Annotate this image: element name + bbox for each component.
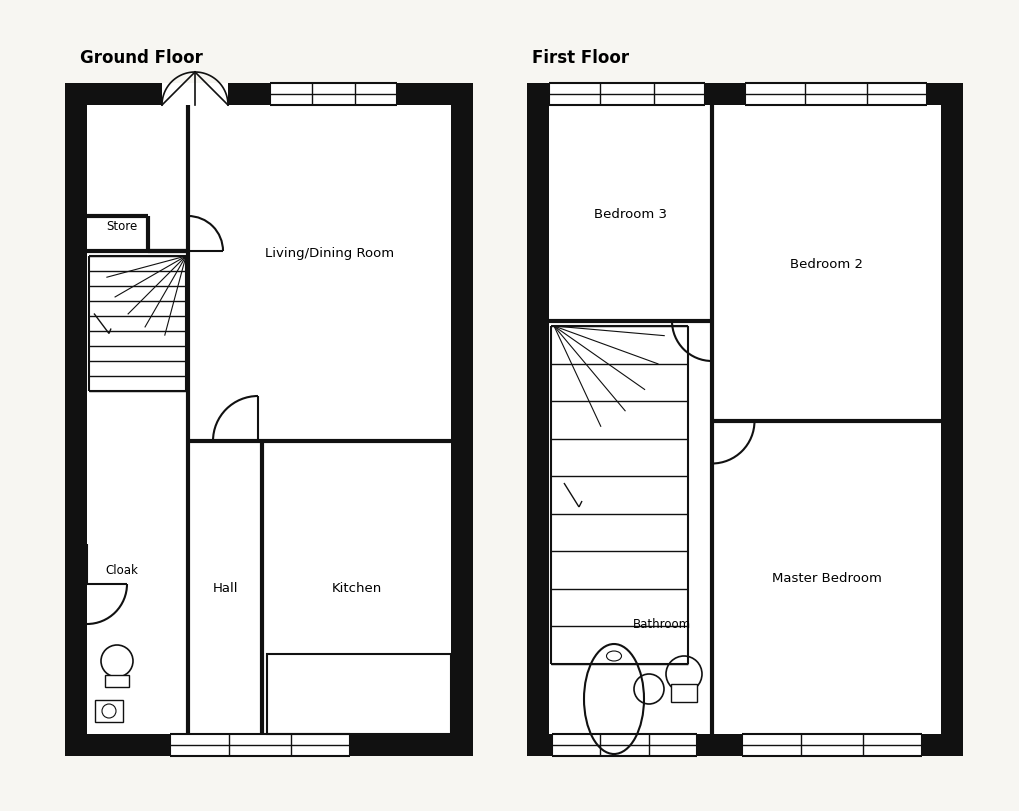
Bar (527, 84, 962, 106)
Bar (170, 734, 350, 756)
Bar (65, 84, 87, 756)
Bar (170, 734, 350, 756)
Text: Ground Floor: Ground Floor (79, 49, 203, 67)
Bar (548, 84, 704, 106)
Text: First Floor: First Floor (532, 49, 629, 67)
Bar (65, 84, 473, 756)
Bar (744, 84, 926, 106)
Text: Bathroom: Bathroom (633, 618, 691, 631)
Bar (236, 84, 269, 106)
Bar (551, 734, 696, 756)
Bar (527, 84, 548, 756)
Bar (267, 654, 450, 734)
Bar (671, 684, 696, 702)
Text: Master Bedroom: Master Bedroom (770, 571, 880, 584)
Text: Living/Dining Room: Living/Dining Room (265, 247, 393, 260)
Bar (527, 734, 962, 756)
Text: Bedroom 2: Bedroom 2 (790, 257, 862, 270)
Bar (105, 676, 128, 687)
Bar (941, 84, 962, 756)
Bar (450, 84, 473, 756)
Bar (548, 84, 704, 106)
Bar (527, 84, 962, 756)
Bar (551, 734, 696, 756)
Bar (162, 84, 228, 106)
Bar (741, 734, 921, 756)
Text: Kitchen: Kitchen (331, 581, 381, 594)
Bar (95, 700, 123, 722)
Bar (65, 734, 473, 756)
Text: Bedroom 3: Bedroom 3 (593, 208, 666, 221)
Bar (741, 734, 921, 756)
Text: Cloak: Cloak (105, 563, 139, 576)
Bar (270, 84, 396, 106)
Bar (65, 84, 473, 106)
Text: Hall: Hall (212, 581, 237, 594)
Text: Store: Store (106, 221, 138, 234)
Bar (744, 84, 926, 106)
Bar (270, 84, 396, 106)
